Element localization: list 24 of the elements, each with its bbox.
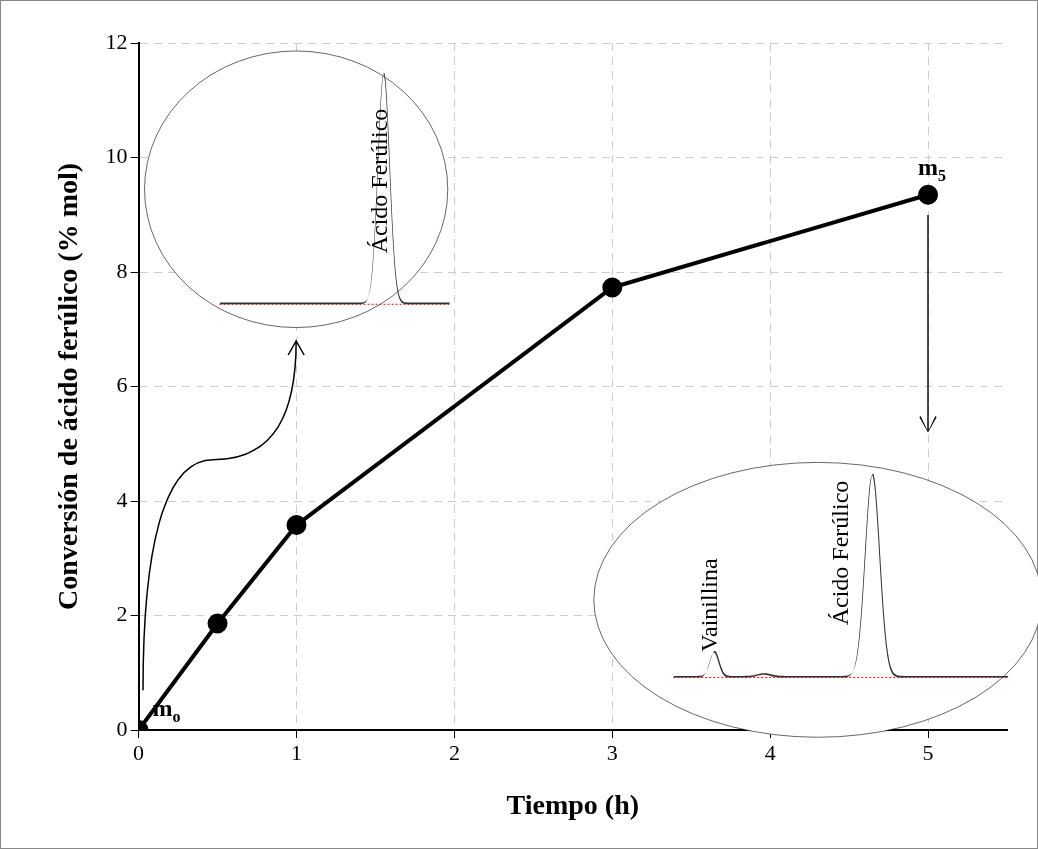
x-tick-label: 1 (290, 739, 302, 765)
y-tick-label: 6 (116, 372, 128, 398)
small-chromatogram-picture: Ácido Ferúlico (143, 48, 450, 330)
y-tick-label: 0 (116, 715, 128, 741)
annotation: Ácido Ferúlico (365, 108, 393, 253)
point (602, 277, 623, 298)
x-tick-label: 5 (922, 739, 934, 765)
x-tick-label: 3 (606, 739, 618, 765)
y-tick-label: 2 (116, 601, 128, 627)
point (286, 515, 307, 536)
y-tick-label: 8 (116, 257, 128, 283)
annotation: Ácido Ferúlico (826, 480, 854, 625)
x-tick-label: 2 (448, 739, 460, 765)
point (918, 184, 939, 205)
point (207, 613, 228, 634)
y-tick-label: 4 (116, 486, 128, 512)
x-tick-label: 0 (133, 739, 145, 765)
x-tick-label: 4 (764, 739, 776, 765)
large-chromatogram-picture: Vainillina Ácido Ferúlico (591, 460, 1038, 739)
y-axis-title: Conversión de ácido ferúlico (% mol) (52, 162, 84, 611)
annotation: Vainillina (695, 558, 723, 652)
x-axis-title: Tiempo (h) (506, 789, 640, 821)
y-tick-label: 10 (105, 143, 128, 169)
y-tick-label: 12 (105, 28, 128, 54)
